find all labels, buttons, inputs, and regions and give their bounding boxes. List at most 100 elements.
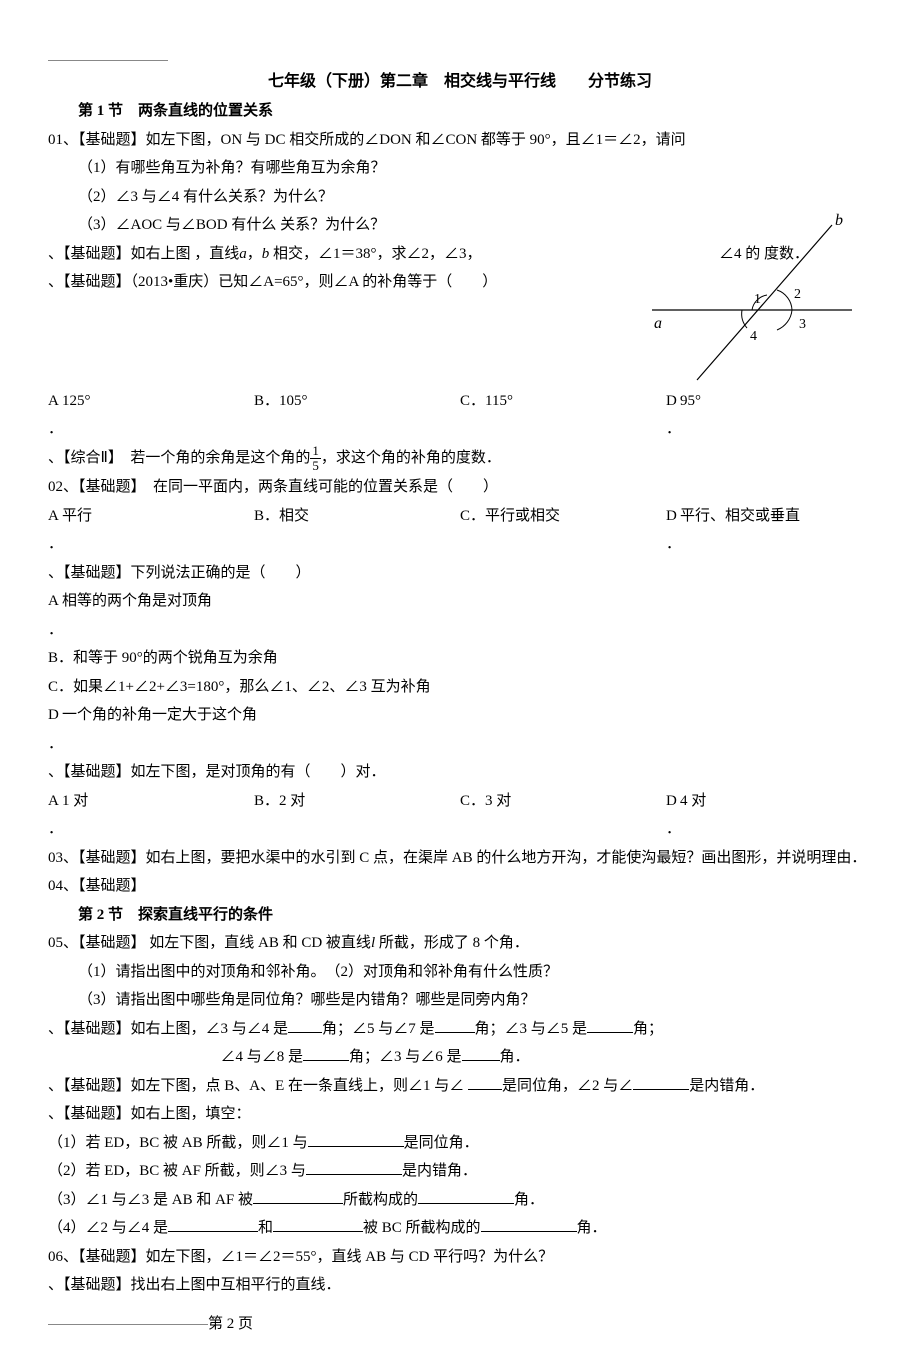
blank[interactable] (168, 1216, 258, 1232)
q01b-a: a (239, 246, 247, 262)
q02c-C: C．3 对 (460, 787, 666, 844)
q01-stem: 01、【基础题】如左下图，ON 与 DC 相交所成的∠DON 和∠CON 都等于… (48, 126, 872, 155)
blank[interactable] (587, 1017, 633, 1033)
q05b-l1a: 、【基础题】如右上图，∠3 与∠4 是 (48, 1021, 288, 1037)
q02c-D: 4 对 (680, 787, 706, 816)
q05c: 、【基础题】如左下图，点 B、A、E 在一条直线上，则∠1 与∠ 是同位角，∠2… (48, 1072, 872, 1101)
q01c-options: A．125° B．105° C．115° D．95° (48, 387, 872, 444)
q05b-l1c: 角；∠3 与∠5 是 (475, 1021, 588, 1037)
q01-part2: （2）∠3 与∠4 有什么关系？为什么？ (48, 183, 872, 212)
q04-stem: 04、【基础题】 (48, 872, 872, 901)
q01b-mid: ， (247, 246, 262, 262)
q02c-B: B．2 对 (254, 787, 460, 844)
q02c-options: A．1 对 B．2 对 C．3 对 D．4 对 (48, 787, 872, 844)
q05d-2a: （2）若 ED，BC 被 AF 所截，则∠3 与 (48, 1163, 306, 1179)
q05d-4b: 和 (258, 1220, 273, 1236)
blank[interactable] (288, 1017, 322, 1033)
q05-p2: （3）请指出图中哪些角是同位角？哪些是内错角？哪些是同旁内角？ (48, 986, 872, 1015)
q02-options: A．平行 B．相交 C．平行或相交 D．平行、相交或垂直 (48, 502, 872, 559)
q05b-l2: ∠4 与∠8 是角；∠3 与∠6 是角． (48, 1043, 872, 1072)
q01c-D: 95° (680, 387, 701, 416)
q05-post: 所截，形成了 8 个角． (375, 935, 529, 951)
q05d-4d: 角． (577, 1220, 607, 1236)
label-3: 3 (799, 317, 806, 332)
qComp-post: ，求这个角的补角的度数． (321, 450, 501, 466)
q05d-4c: 被 BC 所截构成的 (363, 1220, 481, 1236)
blank[interactable] (273, 1216, 363, 1232)
q02b-D-label: D． (48, 701, 62, 758)
q02b-C: C．如果∠1+∠2+∠3=180°，那么∠1、∠2、∠3 互为补角 (48, 673, 872, 702)
q02c-D-label: D． (666, 787, 680, 844)
q02-A: 平行 (62, 502, 92, 531)
q01c-A: 125° (62, 387, 91, 416)
q02c-A: 1 对 (62, 787, 88, 816)
blank[interactable] (481, 1216, 577, 1232)
q01-part1: （1）有哪些角互为补角？有哪些角互为余角？ (48, 154, 872, 183)
q05-stem: 05、【基础题】 如左下图，直线 AB 和 CD 被直线l 所截，形成了 8 个… (48, 929, 872, 958)
q02-B: B．相交 (254, 502, 460, 559)
q02-C: C．平行或相交 (460, 502, 666, 559)
q05d-1: （1）若 ED，BC 被 AB 所截，则∠1 与是同位角． (48, 1129, 872, 1158)
arc-2 (777, 290, 792, 310)
blank[interactable] (462, 1045, 500, 1061)
q05d-2: （2）若 ED，BC 被 AF 所截，则∠3 与是内错角． (48, 1157, 872, 1186)
blank[interactable] (633, 1074, 689, 1090)
section-2-heading: 第 2 节 探索直线平行的条件 (48, 901, 872, 930)
page-footer: 第 2 页 (48, 1310, 872, 1339)
q02b-B: B．和等于 90°的两个锐角互为余角 (48, 644, 872, 673)
label-a: a (654, 315, 662, 332)
q05c-a: 、【基础题】如左下图，点 B、A、E 在一条直线上，则∠1 与∠ (48, 1078, 468, 1094)
blank[interactable] (308, 1131, 404, 1147)
q05d-1b: 是同位角． (404, 1135, 479, 1151)
label-4: 4 (750, 329, 757, 344)
blank[interactable] (303, 1045, 349, 1061)
q05b-l2c: 角． (500, 1049, 530, 1065)
q02-D-label: D． (666, 502, 680, 559)
q05c-b: 是同位角，∠2 与∠ (502, 1078, 633, 1094)
frac-d: 5 (310, 459, 321, 473)
section-1-heading: 第 1 节 两条直线的位置关系 (48, 97, 872, 126)
label-2: 2 (794, 287, 801, 302)
q06b-stem: 、【基础题】找出右上图中互相平行的直线． (48, 1271, 872, 1300)
q05b-l2a: ∠4 与∠8 是 (221, 1049, 304, 1065)
q02-stem: 02、【基础题】 在同一平面内，两条直线可能的位置关系是（ ） (48, 473, 872, 502)
q02b-A-label: A． (48, 587, 62, 644)
qComp-line: 、【综合Ⅱ】 若一个角的余角是这个角的15，求这个角的补角的度数． (48, 444, 872, 474)
q05d-3c: 角． (514, 1192, 544, 1208)
opt-A-label: A． (48, 387, 62, 444)
q02b-D-row: D．一个角的补角一定大于这个角 (48, 701, 872, 758)
q02c-stem: 、【基础题】如左下图，是对顶角的有（ ）对． (48, 758, 872, 787)
blank[interactable] (435, 1017, 475, 1033)
q02-D: 平行、相交或垂直 (680, 502, 800, 531)
q02c-A-label: A． (48, 787, 62, 844)
figure-wrapper: b a 1 2 3 4 、【基础题】如右上图 ，直线a，b 相交，∠1＝38°，… (48, 240, 872, 387)
arc-3 (777, 310, 792, 330)
blank[interactable] (418, 1188, 514, 1204)
label-b: b (835, 212, 843, 229)
q05b-l1: 、【基础题】如右上图，∠3 与∠4 是角；∠5 与∠7 是角；∠3 与∠5 是角… (48, 1015, 872, 1044)
q01c-B: B．105° (254, 387, 460, 444)
header-rule (48, 60, 168, 61)
fraction-1-5: 15 (310, 444, 321, 474)
intersecting-lines-figure: b a 1 2 3 4 (642, 210, 862, 385)
q05c-c: 是内错角． (689, 1078, 764, 1094)
q03-stem: 03、【基础题】如右上图，要把水渠中的水引到 C 点，在渠岸 AB 的什么地方开… (48, 844, 872, 873)
blank[interactable] (253, 1188, 343, 1204)
q02b-stem: 、【基础题】下列说法正确的是（ ） (48, 559, 872, 588)
blank[interactable] (306, 1159, 402, 1175)
q01c-C: C．115° (460, 387, 666, 444)
label-1: 1 (754, 292, 761, 307)
q05b-l1d: 角； (633, 1021, 663, 1037)
q05d-4: （4）∠2 与∠4 是 和 被 BC 所截构成的 角． (48, 1214, 872, 1243)
q06-stem: 06、【基础题】如左下图，∠1＝∠2＝55°，直线 AB 与 CD 平行吗？为什… (48, 1243, 872, 1272)
blank[interactable] (468, 1074, 502, 1090)
q02b-A-row: A．相等的两个角是对顶角 (48, 587, 872, 644)
line-b (697, 225, 832, 380)
q05d-3: （3）∠1 与∠3 是 AB 和 AF 被所截构成的角． (48, 1186, 872, 1215)
q05d-3a: （3）∠1 与∠3 是 AB 和 AF 被 (48, 1192, 253, 1208)
q05d-4a: （4）∠2 与∠4 是 (48, 1220, 168, 1236)
frac-n: 1 (310, 444, 321, 459)
page-title: 七年级（下册）第二章 相交线与平行线 分节练习 (48, 67, 872, 97)
q01b-post: 相交，∠1＝38°，求∠2，∠3， (269, 246, 481, 262)
footer-text: 第 2 页 (208, 1316, 253, 1332)
